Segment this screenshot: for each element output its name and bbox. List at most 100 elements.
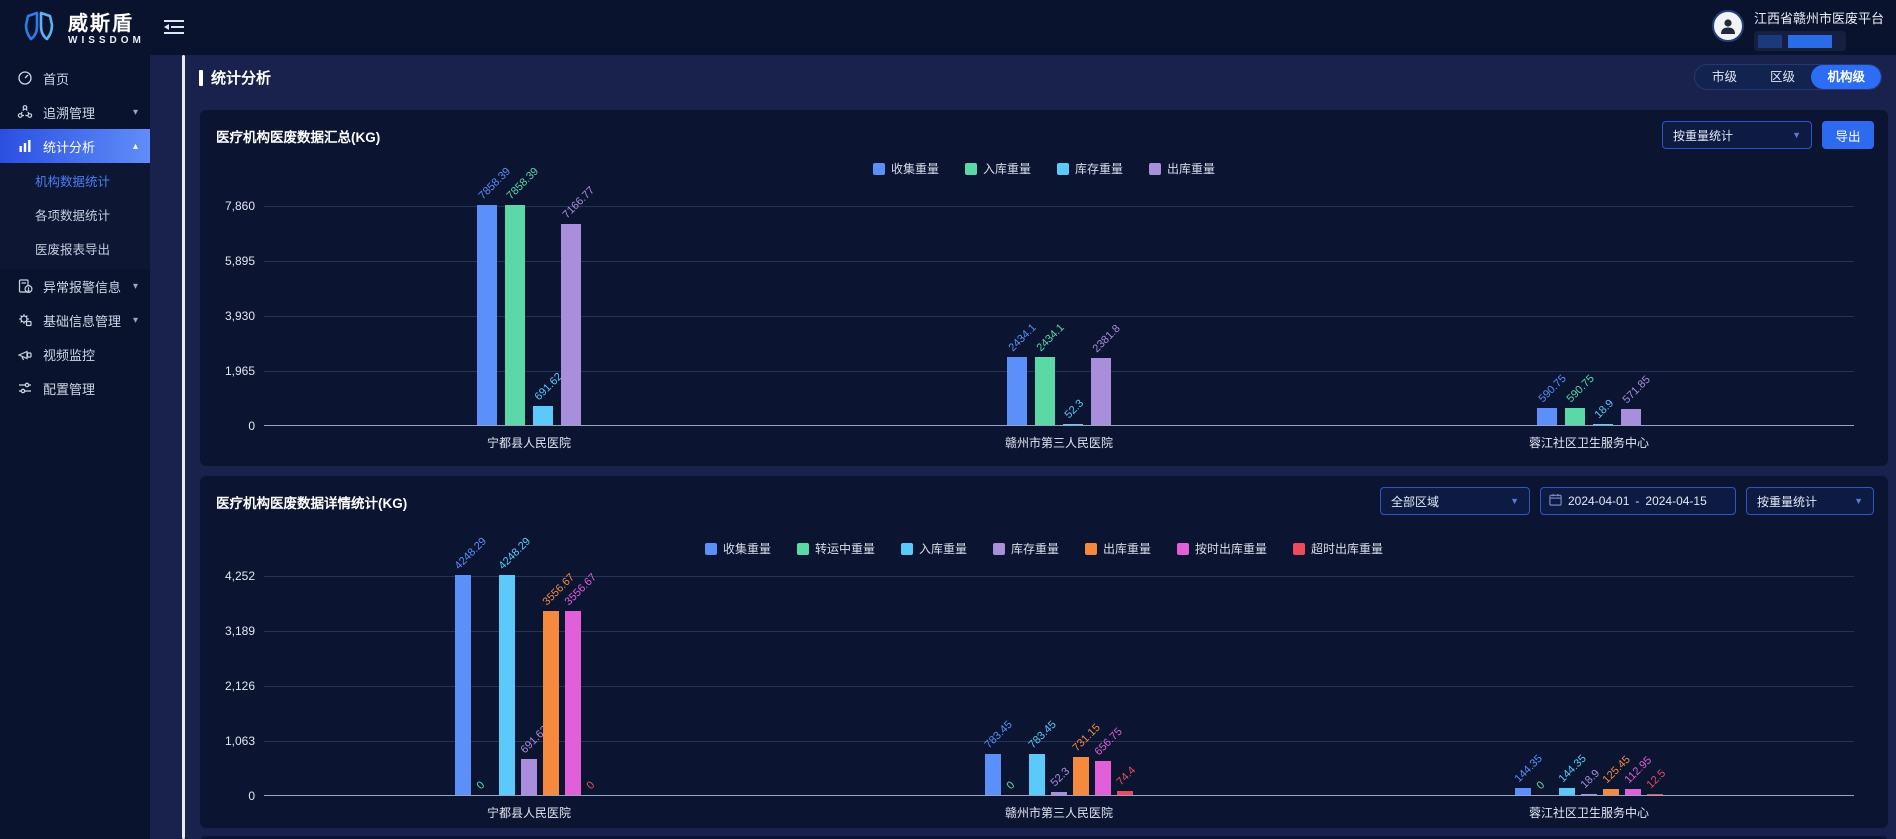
baseinfo-icon	[17, 312, 33, 328]
legend-item[interactable]: 出库重量	[1085, 540, 1151, 557]
level-tabs: 市级 区级 机构级	[1694, 64, 1882, 90]
legend-item[interactable]: 入库重量	[900, 540, 967, 557]
chevron-up-icon: ▴	[132, 140, 138, 152]
y-axis-tick: 4,252	[224, 569, 255, 583]
bar	[564, 610, 581, 795]
sidebar-item-label: 基础信息管理	[43, 313, 122, 329]
legend-item[interactable]: 收集重量	[872, 160, 939, 177]
bar-group: 144.35 0 144.35 18.9 125.45 112.95 12.5	[1324, 576, 1854, 795]
legend-label: 按时出库重量	[1195, 542, 1268, 556]
bar-value-label: 691.62	[532, 370, 565, 403]
sidebar-item-home[interactable]: 首页	[0, 61, 150, 95]
stats-icon	[17, 138, 33, 154]
bar-group: 4248.29 0 4248.29 691.62 3556.67 3556.67 0	[264, 536, 794, 795]
username-redacted	[1753, 31, 1846, 51]
bar	[1592, 424, 1613, 425]
bar	[1034, 356, 1055, 425]
bar-value-label: 52.3	[1048, 765, 1073, 790]
sidebar-collapse-button[interactable]	[163, 19, 185, 37]
sidebar-item-label: 首页	[43, 71, 70, 87]
bar-value-label: 571.85	[1620, 373, 1653, 406]
bar-value-label: 590.75	[1536, 373, 1569, 406]
redacted-block	[1757, 34, 1782, 48]
sidebar-item-label: 统计分析	[43, 139, 96, 155]
gridline	[264, 631, 1854, 632]
sidebar-item-trace[interactable]: 追溯管理 ▾	[0, 95, 150, 129]
sidebar-item-label: 追溯管理	[43, 105, 96, 121]
sidebar-item-label: 异常报警信息	[43, 279, 122, 295]
y-axis-tick: 3,930	[224, 309, 255, 323]
trace-icon	[17, 104, 33, 120]
legend-item[interactable]: 库存重量	[1057, 160, 1123, 177]
bar-value-label: 18.9	[1578, 767, 1603, 792]
legend-item[interactable]: 收集重量	[704, 540, 771, 557]
weight-stat-select-2[interactable]: 按重量统计 ▼	[1746, 487, 1874, 515]
summary-chart-legend: 收集重量 入库重量 库存重量 出库重量	[200, 160, 1888, 177]
sidebar-subitem-report-export[interactable]: 医废报表导出	[35, 243, 111, 257]
brand-name-en: WISSDOM	[68, 35, 145, 46]
legend-item[interactable]: 转运中重量	[796, 540, 875, 557]
bar-value-label: 0	[474, 779, 488, 792]
top-header: 威斯盾 WISSDOM 江西省赣州市医废平台	[0, 0, 1896, 55]
bar-value-label: 18.9	[1592, 397, 1617, 422]
x-axis-category: 蓉江社区卫生服务中心	[1528, 806, 1649, 820]
legend-item[interactable]: 出库重量	[1149, 160, 1215, 177]
sidebar-item-alarm[interactable]: 异常报警信息 ▾	[0, 269, 150, 303]
bar	[984, 754, 1001, 795]
summary-chart-categories: 宁都县人民医院 赣州市第三人民医院 蓉江社区卫生服务中心	[264, 434, 1854, 451]
bar	[476, 205, 497, 425]
bar-value-label: 12.5	[1644, 767, 1669, 792]
bar	[1050, 792, 1067, 795]
x-axis-category: 宁都县人民医院	[486, 436, 571, 450]
detail-chart-legend: 收集重量 转运中重量 入库重量 库存重量 出库重量 按时出库重量 超时出库重量	[200, 540, 1888, 557]
date-separator: -	[1635, 494, 1640, 508]
sidebar-subitem-item-data-stats[interactable]: 各项数据统计	[35, 209, 111, 223]
bar	[498, 575, 515, 795]
chevron-down-icon: ▾	[132, 106, 138, 118]
bar-value-label: 74.4	[1114, 764, 1139, 789]
bar-value-label: 7166.77	[560, 184, 598, 222]
bar-value-label: 2434.1	[1006, 321, 1039, 354]
bar	[560, 224, 581, 425]
bar	[1624, 789, 1641, 795]
detail-panel: 医疗机构医废数据详情统计(KG) 全部区域 ▼	[200, 476, 1888, 828]
summary-panel: 医疗机构医废数据汇总(KG) 按重量统计 ▼ 导出 收集重量 入库重量 库存重量 出库…	[200, 110, 1888, 466]
bar	[1072, 757, 1089, 795]
sidebar-subitem-org-data-stats[interactable]: 机构数据统计	[35, 175, 111, 189]
brand-logo: 威斯盾 WISSDOM	[20, 8, 145, 51]
weight-stat-select[interactable]: 按重量统计 ▼	[1662, 121, 1812, 149]
main-content: 统计分析 市级 区级 机构级 医疗机构医废数据汇总(KG) 按重量统计 ▼ 导出 收…	[185, 55, 1896, 839]
tab-district[interactable]: 区级	[1769, 70, 1795, 84]
detail-chart-categories: 宁都县人民医院 赣州市第三人民医院 蓉江社区卫生服务中心	[264, 804, 1854, 821]
bar	[1028, 754, 1045, 795]
content-scrollbar[interactable]	[182, 55, 185, 839]
legend-item[interactable]: 按时出库重量	[1177, 540, 1267, 557]
legend-label: 收集重量	[890, 162, 939, 176]
dashboard-icon	[17, 70, 33, 86]
y-axis-tick: 1,063	[224, 734, 255, 748]
sidebar-item-config[interactable]: 配置管理	[0, 371, 150, 405]
region-select[interactable]: 全部区域 ▼	[1380, 487, 1530, 515]
tab-org[interactable]: 机构级	[1811, 65, 1881, 89]
gridline	[264, 261, 1854, 262]
export-button[interactable]: 导出	[1822, 121, 1874, 149]
bar-value-label: 2381.8	[1090, 323, 1123, 356]
tab-city[interactable]: 市级	[1711, 70, 1737, 84]
sidebar-item-video[interactable]: 视频监控	[0, 337, 150, 371]
legend-item[interactable]: 库存重量	[992, 540, 1059, 557]
next-panel-edge	[200, 836, 1888, 839]
date-range-picker[interactable]: 2024-04-01 - 2024-04-15	[1540, 487, 1736, 515]
bar	[1536, 408, 1557, 425]
legend-swatch	[704, 542, 717, 555]
x-axis-category: 蓉江社区卫生服务中心	[1528, 436, 1649, 450]
avatar[interactable]	[1711, 10, 1744, 42]
legend-item[interactable]: 超时出库重量	[1293, 540, 1383, 557]
sidebar-item-stats[interactable]: 统计分析 ▴	[0, 129, 150, 163]
bar-value-label: 0	[1004, 779, 1018, 792]
summary-chart-plot: 0 1,965 3,930 5,895 7,860 7858.39 7858.39 691.6…	[225, 165, 1854, 433]
bar	[1646, 794, 1663, 795]
legend-item[interactable]: 入库重量	[964, 160, 1031, 177]
chevron-down-icon: ▼	[1792, 130, 1801, 140]
bar	[1090, 358, 1111, 425]
sidebar-item-baseinfo[interactable]: 基础信息管理 ▾	[0, 303, 150, 337]
